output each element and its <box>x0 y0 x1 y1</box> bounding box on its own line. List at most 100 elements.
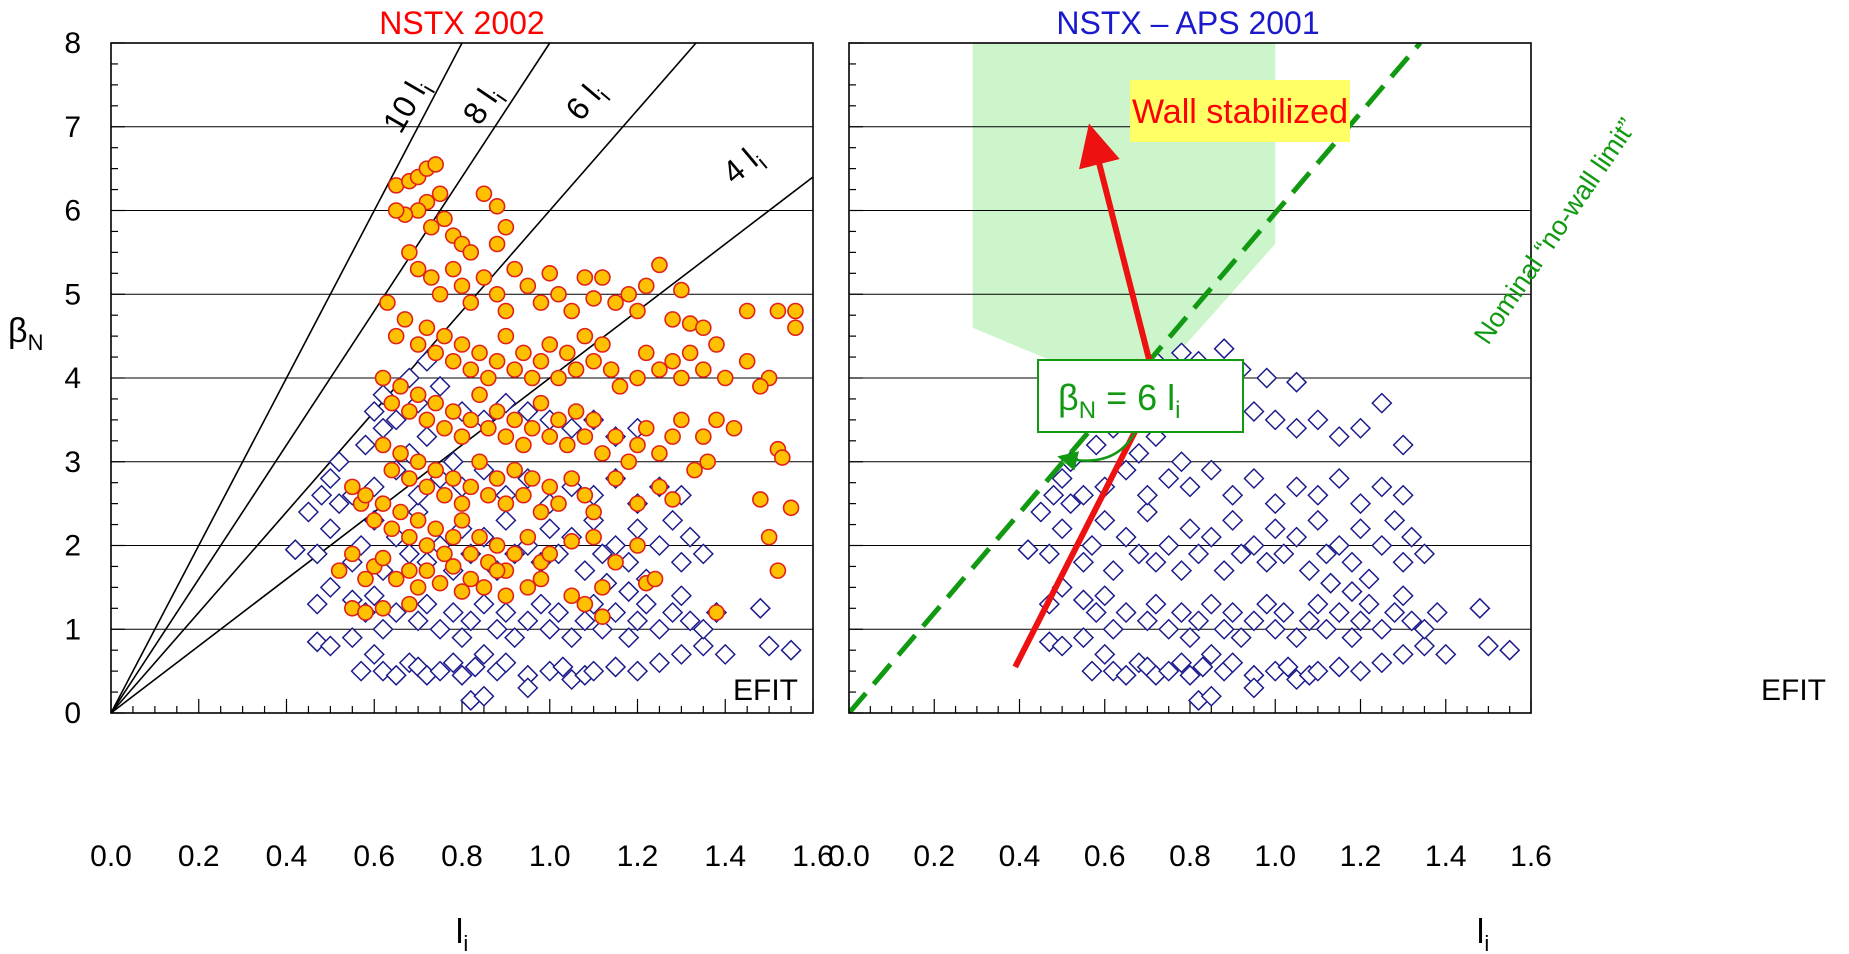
right-diamond-point <box>1102 618 1124 640</box>
left-circle-point <box>488 470 506 487</box>
left-diamond-point <box>714 643 736 665</box>
right-diamond-point <box>1349 518 1372 540</box>
left-circle-point <box>515 486 532 504</box>
right-diamond-point <box>1192 656 1214 678</box>
right-diamond-point <box>1392 643 1414 665</box>
right-diamond-point <box>1392 434 1414 456</box>
left-circle-point <box>541 478 559 496</box>
right-diamond-point <box>1170 652 1193 674</box>
left-circle-point <box>532 503 550 521</box>
left-circle-point <box>453 495 471 512</box>
left-series-1 <box>330 156 804 625</box>
right-diamond-point <box>1128 442 1150 464</box>
right-red-arrow <box>1079 123 1159 388</box>
right-diamond-point <box>1230 627 1252 649</box>
left-circle-point <box>462 294 480 311</box>
right-diamond-point <box>1243 467 1265 490</box>
right-diamond-point <box>1401 610 1423 632</box>
left-circle-point <box>563 470 580 487</box>
right-diamond-point <box>1499 639 1521 661</box>
left-circle-point <box>488 285 506 303</box>
left-reference-line-label: 4 li <box>715 138 772 195</box>
left-circle-point <box>488 562 506 579</box>
left-circle-point <box>782 499 800 517</box>
left-x-axis-title: li <box>456 913 468 954</box>
right-diamond-point <box>1243 610 1265 632</box>
right-diamond-point <box>1170 601 1193 624</box>
right-diamond-point <box>1341 627 1363 649</box>
left-diamond-point <box>618 581 640 603</box>
right-diamond-point <box>1358 568 1380 590</box>
left-circle-point <box>629 495 646 512</box>
left-circle-point <box>651 478 668 496</box>
right-diamond-point <box>1051 467 1073 490</box>
left-circle-point <box>787 302 804 320</box>
right-diamond-point <box>1060 451 1082 473</box>
right-diamond-point <box>1187 543 1210 565</box>
right-diamond-point <box>1256 593 1278 615</box>
left-x-tick-label: 0.2 <box>178 840 220 873</box>
left-circle-point <box>620 285 638 303</box>
left-circle-point <box>488 198 506 215</box>
left-reference-line <box>110 176 814 714</box>
left-circle-point <box>541 428 559 445</box>
left-circle-point <box>488 537 506 554</box>
right-diamond-point <box>1341 581 1363 603</box>
left-diamond-point <box>539 518 561 540</box>
right-diamond-point <box>1286 526 1308 548</box>
left-circle-point <box>401 562 418 579</box>
left-y-tick-label: 3 <box>64 446 81 479</box>
right-diamond-point <box>1328 467 1350 490</box>
left-diamond-point <box>679 610 701 632</box>
left-circle-point <box>585 528 602 546</box>
left-circle-point <box>497 302 515 320</box>
left-circle-point <box>541 545 559 563</box>
left-circle-point <box>664 491 681 508</box>
right-diamond-point <box>1017 539 1039 561</box>
left-y-tick-label: 0 <box>64 697 81 730</box>
left-circle-point <box>383 461 401 479</box>
left-circle-point <box>418 411 436 429</box>
right-diamond-point <box>1043 484 1065 506</box>
left-circle-point <box>695 361 712 378</box>
left-diamond-point <box>319 576 341 598</box>
left-circle-point <box>787 319 804 337</box>
right-diamond-point <box>1030 501 1052 523</box>
left-circle-point <box>585 290 602 307</box>
left-circle-point <box>374 495 392 512</box>
left-diamond-point <box>473 593 495 615</box>
right-diamond-point <box>1273 543 1295 565</box>
right-diamond-point <box>1315 543 1337 565</box>
left-diamond-point <box>429 618 451 640</box>
left-circle-point <box>738 302 756 320</box>
left-circle-point <box>523 419 541 437</box>
right-diamond-point <box>1038 543 1060 565</box>
left-circle-point <box>330 562 348 579</box>
right-x-tick-label: 0.4 <box>999 840 1041 873</box>
right-diamond-point <box>1060 493 1082 515</box>
right-diamond-point <box>1072 589 1094 611</box>
left-diamond-point <box>662 509 684 531</box>
left-diamond-point <box>517 400 539 423</box>
left-circle-point <box>462 478 480 496</box>
left-diamond-point <box>442 601 464 624</box>
left-circle-point <box>550 369 567 387</box>
left-circle-point <box>471 386 488 404</box>
left-circle-point <box>480 486 497 504</box>
right-diamond-point <box>1200 643 1222 665</box>
right-diamond-point <box>1051 518 1073 540</box>
left-circle-point <box>396 311 414 328</box>
left-circle-point <box>383 520 401 538</box>
left-circle-point <box>374 549 392 567</box>
left-circle-point <box>427 520 444 538</box>
left-circle-point <box>594 445 611 462</box>
left-circle-point <box>392 445 409 462</box>
left-y-tick-label: 7 <box>64 111 81 144</box>
left-diamond-point <box>670 551 692 573</box>
right-diamond-point <box>1286 371 1308 393</box>
left-circle-point <box>427 156 444 173</box>
left-circle-point <box>585 503 602 521</box>
left-circle-point <box>716 369 734 387</box>
right-x-tick-label: 1.6 <box>1510 840 1552 873</box>
left-circle-point <box>594 336 611 353</box>
